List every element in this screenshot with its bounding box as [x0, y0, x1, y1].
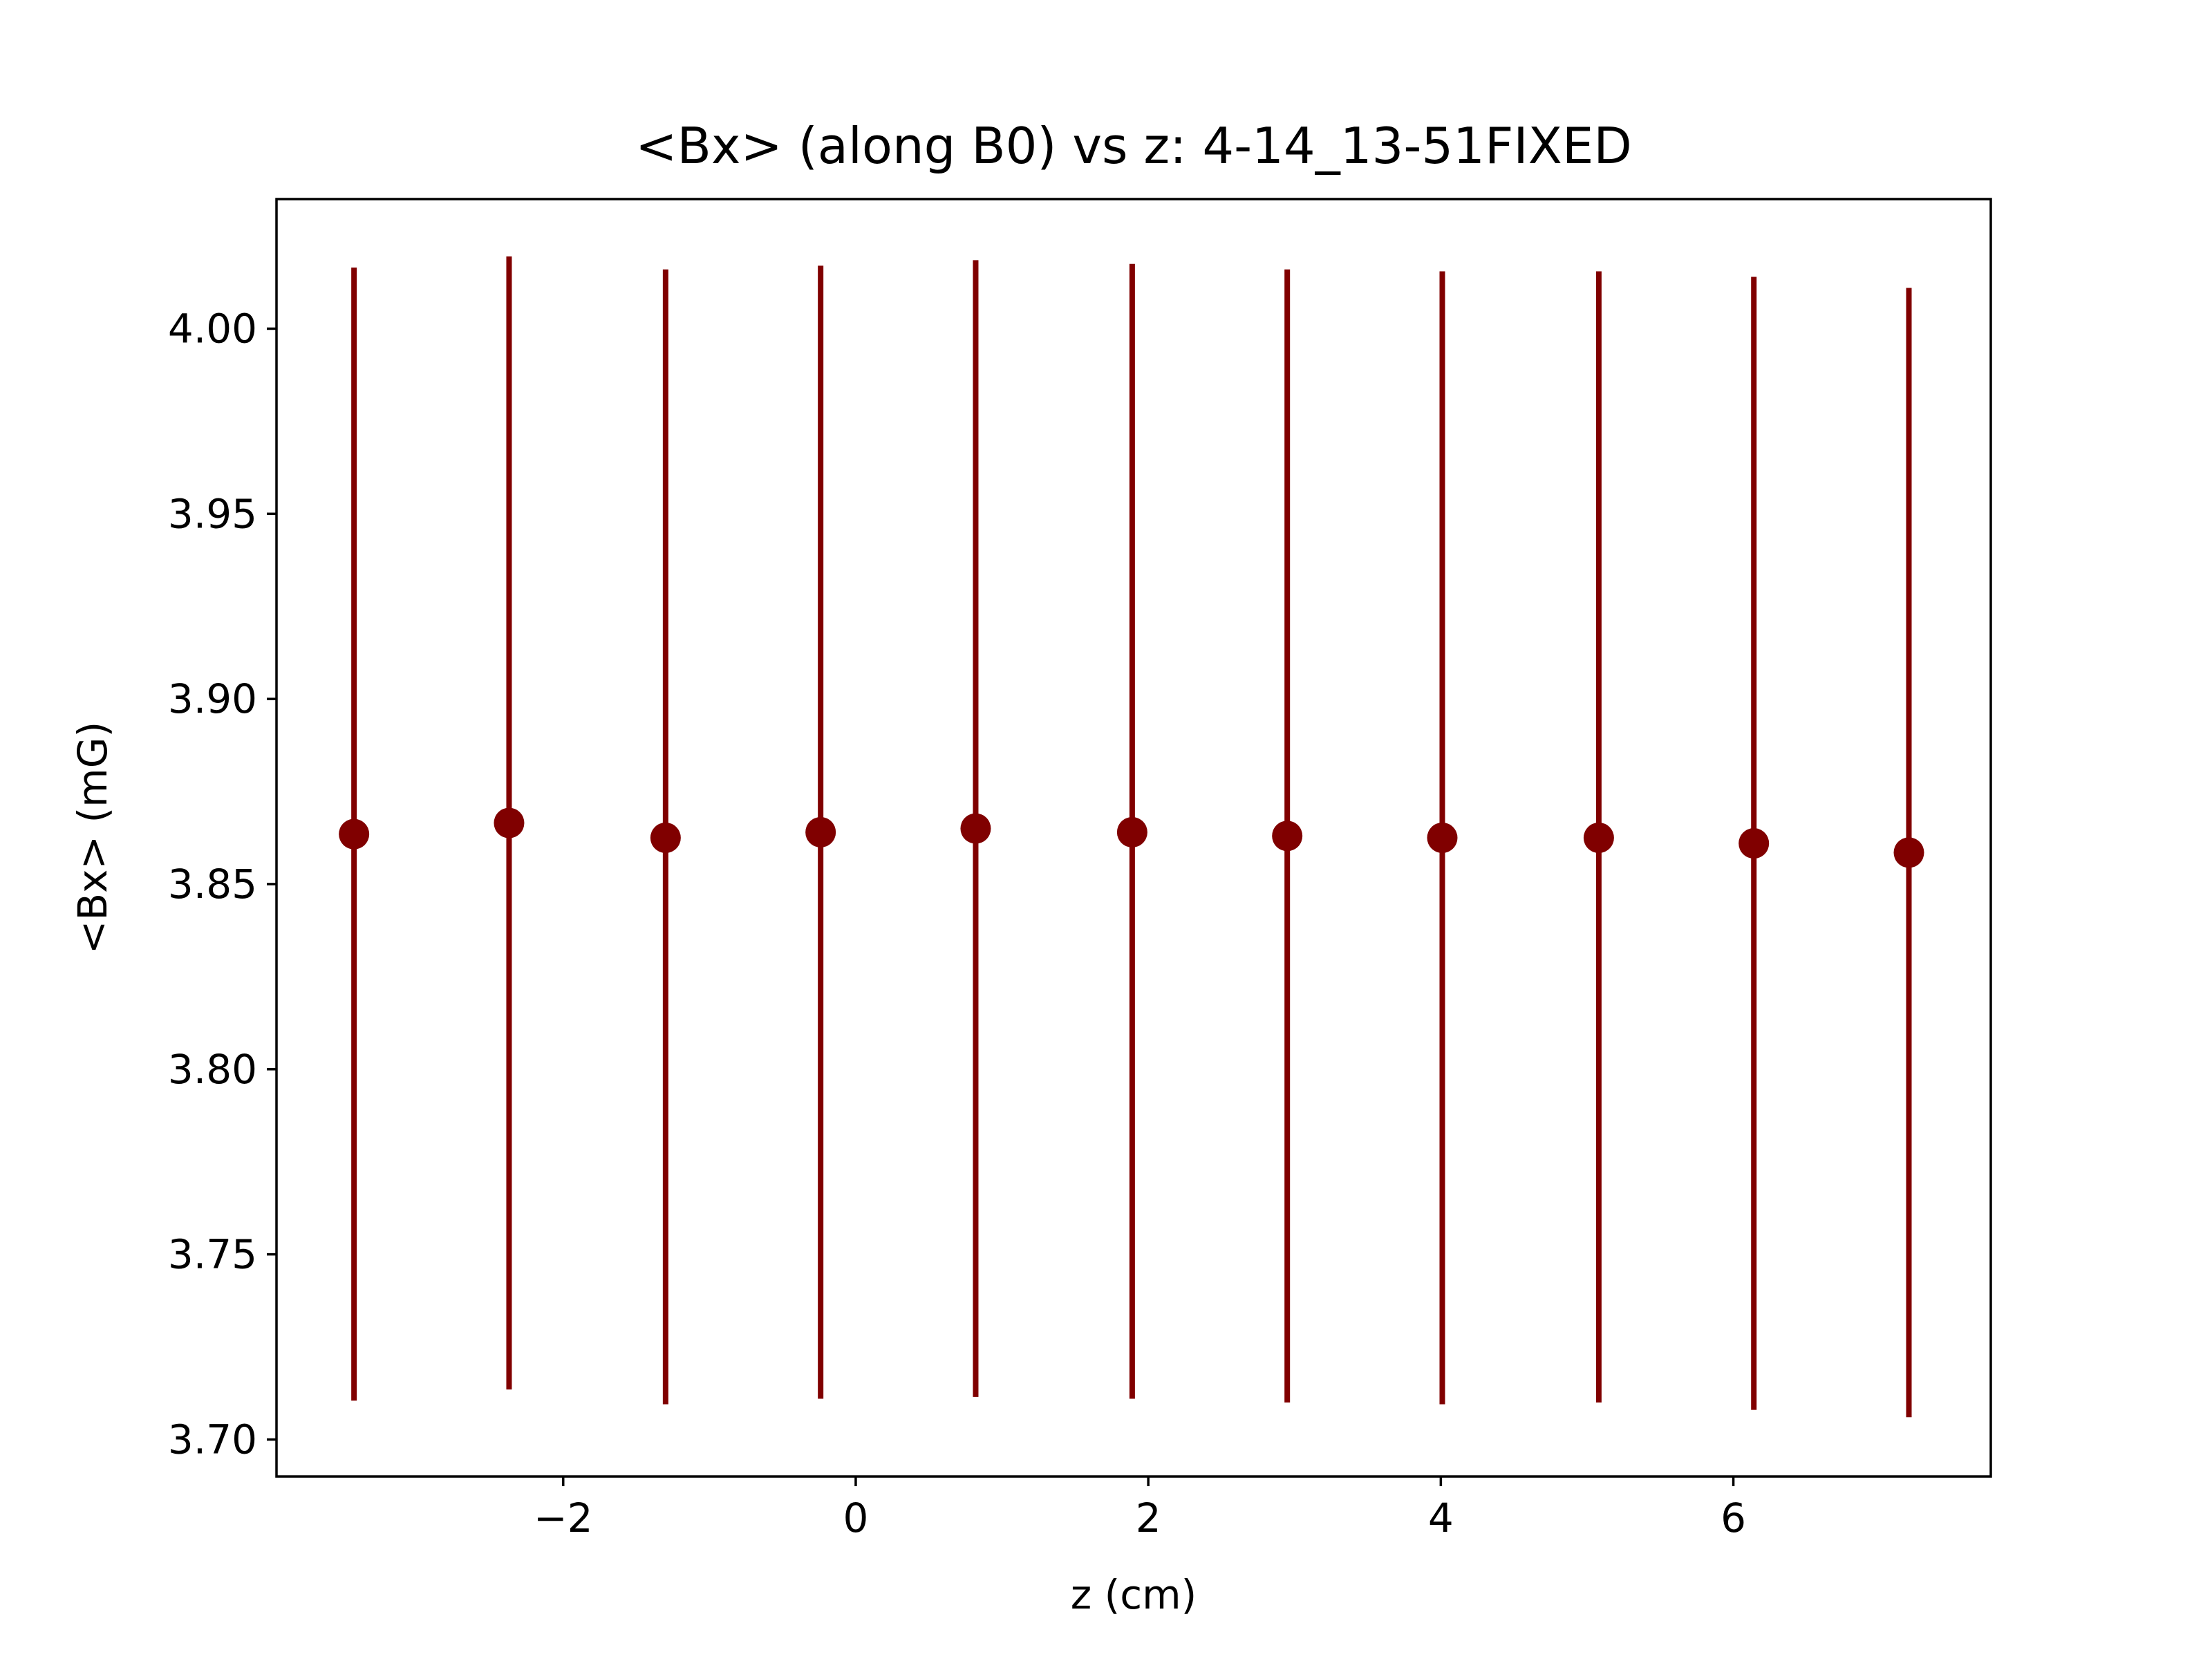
x-tick-label: 2: [1136, 1494, 1161, 1541]
data-point: [960, 813, 991, 844]
y-tick-label: 3.70: [168, 1416, 257, 1463]
data-point: [1583, 823, 1614, 853]
plot-area-frame: [275, 198, 1992, 1478]
chart-title: <Bx> (along B0) vs z: 4-14_13-51FIXED: [635, 117, 1632, 175]
x-tick-label: −2: [534, 1494, 593, 1541]
y-axis-label: <Bx> (mG): [69, 722, 116, 954]
data-point: [339, 818, 370, 850]
data-point: [1427, 823, 1458, 853]
data-point: [1893, 837, 1924, 868]
data-point: [494, 807, 525, 838]
x-axis-ticks: −2 0 2 4 6: [534, 1477, 1746, 1541]
y-tick-label: 4.00: [168, 305, 257, 352]
y-tick-label: 3.90: [168, 675, 257, 722]
x-axis-label: z (cm): [1071, 1571, 1197, 1618]
y-tick-label: 3.80: [168, 1046, 257, 1093]
y-tick-label: 3.85: [168, 861, 257, 908]
data-point: [1738, 828, 1770, 859]
x-tick-label: 0: [843, 1494, 868, 1541]
y-tick-label: 3.75: [168, 1231, 257, 1278]
data-point: [1272, 821, 1303, 852]
y-tick-label: 3.95: [168, 490, 257, 537]
data-point: [650, 823, 681, 853]
plot-marks: [339, 256, 1924, 1418]
y-axis-ticks: 3.70 3.75 3.80 3.85 3.90 3.95 4.00: [168, 305, 276, 1463]
data-point: [1116, 816, 1147, 847]
x-tick-label: 4: [1428, 1494, 1454, 1541]
x-tick-label: 6: [1721, 1494, 1746, 1541]
data-point: [805, 816, 836, 847]
